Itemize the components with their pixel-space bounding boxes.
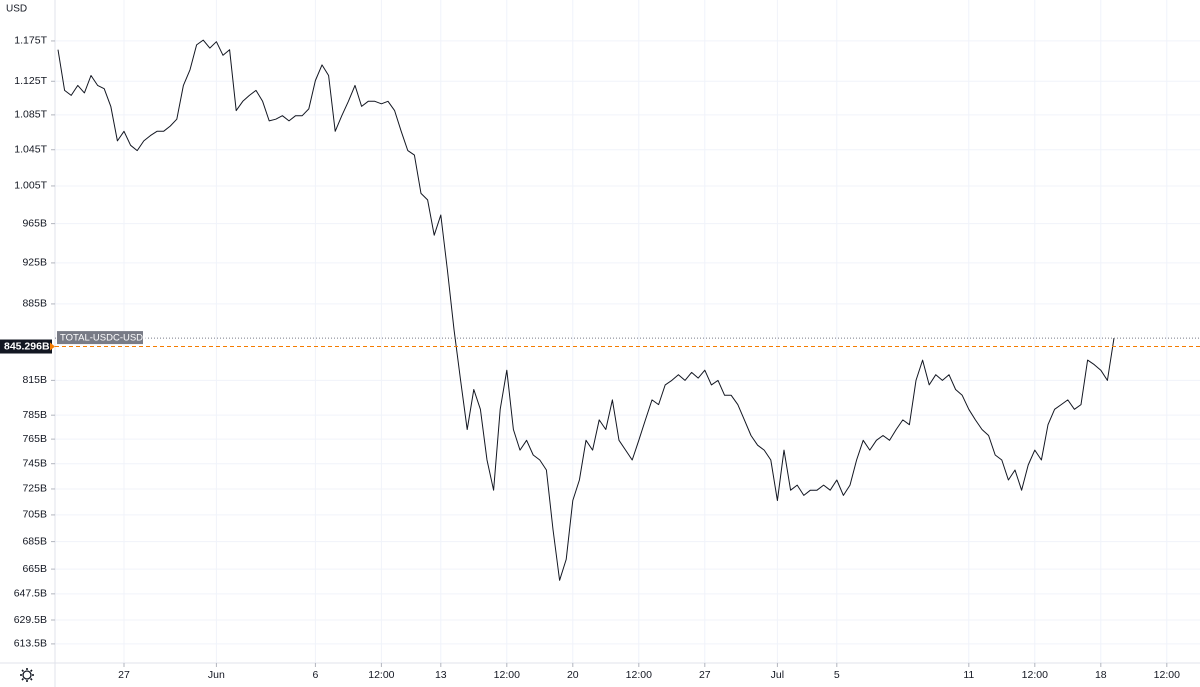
x-tick-label: 5	[834, 669, 840, 681]
y-tick-label: 965B	[22, 217, 47, 229]
last-price-arrow	[50, 342, 55, 351]
price-line	[57, 39, 1115, 581]
x-tick-label: 12:00	[626, 669, 652, 681]
x-tick-label: Jun	[208, 669, 225, 681]
x-tick-label: 11	[963, 669, 974, 681]
y-tick-label: 1.005T	[14, 180, 47, 192]
y-tick-label: 705B	[22, 509, 47, 521]
x-tick-label: 27	[699, 669, 711, 681]
y-tick-label: 665B	[22, 563, 47, 575]
y-tick-label: 629.5B	[14, 614, 47, 626]
y-tick-label: 613.5B	[14, 638, 47, 650]
x-tick-label: Jul	[771, 669, 784, 681]
y-tick-label: 1.175T	[14, 35, 47, 47]
x-tick-label: 12:00	[1154, 669, 1180, 681]
y-tick-label: 1.125T	[14, 75, 47, 87]
y-tick-label: 885B	[22, 298, 47, 310]
series-name-box	[57, 331, 143, 345]
settings-icon[interactable]	[20, 668, 34, 682]
last-price-box	[0, 339, 52, 354]
x-tick-label: 13	[435, 669, 447, 681]
y-tick-label: 1.045T	[14, 144, 47, 156]
last-price-label: 845.296B	[4, 340, 50, 352]
y-tick-label: 785B	[22, 409, 47, 421]
series-name: TOTAL-USDC-USDT	[60, 333, 149, 344]
y-tick-label: 925B	[22, 257, 47, 269]
x-tick-label: 12:00	[494, 669, 520, 681]
x-tick-label: 6	[312, 669, 318, 681]
x-tick-label: 18	[1095, 669, 1107, 681]
y-tick-label: 815B	[22, 374, 47, 386]
y-tick-label: 685B	[22, 535, 47, 547]
x-tick-label: 12:00	[368, 669, 394, 681]
y-tick-label: 765B	[22, 433, 47, 445]
grid	[55, 0, 1200, 663]
x-tick-label: 12:00	[1022, 669, 1048, 681]
x-tick-label: 27	[118, 669, 130, 681]
y-tick-label: 647.5B	[14, 588, 47, 600]
y-tick-label: 725B	[22, 483, 47, 495]
y-tick-label: 745B	[22, 457, 47, 469]
x-tick-label: 20	[567, 669, 579, 681]
y-tick-label: 1.085T	[14, 109, 47, 121]
y-axis-unit: USD	[6, 4, 27, 15]
